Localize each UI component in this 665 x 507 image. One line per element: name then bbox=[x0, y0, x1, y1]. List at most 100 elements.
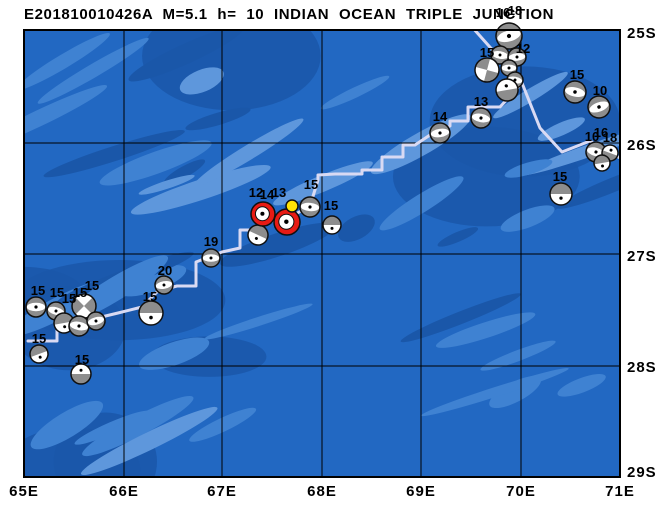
bathymetry-streak bbox=[24, 85, 108, 151]
depth-label: 15 bbox=[75, 352, 89, 367]
focal-mechanism-beachball bbox=[495, 78, 519, 102]
bathymetry-streak bbox=[400, 293, 521, 343]
beachball-axis-dot bbox=[594, 150, 598, 154]
beachball-outline bbox=[429, 122, 451, 144]
bathymetry-streak bbox=[421, 368, 569, 417]
depth-label: 16 bbox=[594, 125, 608, 140]
focal-mechanism-beachball bbox=[563, 80, 587, 104]
beachball-body bbox=[138, 300, 164, 326]
focal-mechanism-highlighted bbox=[273, 208, 301, 236]
y-tick-label: 27S bbox=[627, 248, 657, 265]
bathymetry-streak bbox=[504, 159, 553, 178]
beachball-outline bbox=[474, 57, 500, 83]
beachball-outline bbox=[68, 315, 90, 337]
beachball-body bbox=[593, 154, 611, 172]
beachball-axis-dot bbox=[254, 236, 258, 240]
bathymetry-streak bbox=[537, 117, 585, 141]
bathymetry-streak bbox=[138, 174, 195, 195]
beachball-half bbox=[248, 225, 268, 240]
bathymetry-streak bbox=[219, 222, 336, 267]
depth-label: 15 bbox=[50, 285, 64, 300]
focal-mechanism-beachball bbox=[70, 363, 92, 385]
beachball-axis-dot bbox=[54, 309, 58, 313]
beachball-body bbox=[154, 275, 174, 295]
beachball-half bbox=[496, 88, 518, 101]
beachball-axis-dot bbox=[34, 305, 38, 309]
bathymetry-streak bbox=[179, 67, 224, 95]
bathymetry-streak bbox=[273, 161, 373, 206]
beachball-outline bbox=[495, 78, 519, 102]
x-tick-label: 66E bbox=[109, 483, 139, 500]
bathymetry-streak bbox=[164, 159, 206, 184]
focal-mechanism-beachball bbox=[322, 215, 342, 235]
focal-mechanism-beachball bbox=[154, 275, 174, 295]
focal-mechanism-beachball bbox=[68, 315, 90, 337]
depth-label: 15 bbox=[73, 285, 87, 300]
bathymetry-streak bbox=[500, 205, 555, 232]
beachball-outline bbox=[587, 95, 611, 119]
beachball-axis-dot bbox=[284, 219, 289, 224]
depth-label: 15 bbox=[480, 45, 494, 60]
beachball-axis-dot bbox=[515, 55, 519, 59]
bathymetry-streak bbox=[99, 140, 212, 186]
depth-label: 13 bbox=[474, 94, 488, 109]
beachball-axis-dot bbox=[504, 84, 508, 88]
depth-label: 12 bbox=[249, 185, 263, 200]
beachball-axis-dot bbox=[79, 368, 83, 372]
bathymetry-streak bbox=[493, 71, 568, 119]
depth-label: 15 bbox=[32, 331, 46, 346]
depth-label: 14 bbox=[260, 187, 275, 202]
beachball-axis-dot bbox=[63, 325, 67, 329]
depth-label: 13 bbox=[272, 185, 286, 200]
beachball-axis-dot bbox=[260, 211, 265, 216]
beachball-body bbox=[299, 196, 321, 218]
plot-title: E201810010426A M=5.1 h= 10 INDIAN OCEAN … bbox=[24, 6, 555, 23]
beachball-outline bbox=[322, 215, 342, 235]
bathymetry-streak bbox=[204, 303, 313, 340]
beachball-outline bbox=[138, 300, 164, 326]
bathymetry-streak bbox=[193, 118, 304, 187]
beachball-outline bbox=[70, 363, 92, 385]
beachball-axis-dot bbox=[601, 164, 605, 168]
beachball-outline bbox=[563, 80, 587, 104]
depth-label: 10 bbox=[585, 129, 599, 144]
epicenter-marker bbox=[285, 199, 299, 213]
beachball-body bbox=[429, 122, 451, 144]
x-tick-label: 68E bbox=[307, 483, 337, 500]
focal-mechanism-beachball bbox=[470, 107, 492, 129]
beachball-half bbox=[323, 216, 341, 225]
depth-label: 15 bbox=[553, 169, 567, 184]
bathymetry-streak bbox=[30, 400, 104, 450]
bathymetry-streak bbox=[435, 312, 536, 348]
bathymetry-streak bbox=[379, 176, 464, 231]
beachball-axis-dot bbox=[209, 256, 213, 260]
depth-label: 12 bbox=[516, 41, 530, 56]
depth-label: 16 bbox=[496, 5, 510, 20]
y-tick-label: 26S bbox=[627, 137, 657, 154]
bathymetry-streak bbox=[37, 37, 149, 104]
bathymetry-streak bbox=[185, 107, 251, 131]
beachball-body bbox=[25, 296, 47, 318]
focal-mechanism-beachball bbox=[549, 182, 573, 206]
beachball-axis-dot bbox=[513, 78, 517, 82]
focal-mechanism-beachball bbox=[29, 344, 49, 364]
beachball-axis-dot bbox=[597, 105, 601, 109]
depth-label: 18 bbox=[508, 3, 522, 18]
depth-label: 18 bbox=[603, 130, 617, 145]
beachball-axis-dot bbox=[573, 90, 577, 94]
x-tick-label: 67E bbox=[207, 483, 237, 500]
depth-label: 15 bbox=[31, 283, 45, 298]
beachball-body bbox=[587, 95, 611, 119]
beachball-half bbox=[71, 374, 91, 384]
beachball-axis-dot bbox=[559, 196, 563, 200]
depth-label: 20 bbox=[158, 263, 172, 278]
beachball-axis-dot bbox=[308, 205, 312, 209]
depth-label: 15 bbox=[304, 177, 318, 192]
beachball-axis-dot bbox=[609, 148, 613, 152]
bathymetry-streak bbox=[80, 406, 218, 476]
beachball-half bbox=[594, 155, 610, 165]
focal-mechanism-highlighted bbox=[250, 201, 276, 227]
bathymetry-streak bbox=[138, 337, 210, 370]
